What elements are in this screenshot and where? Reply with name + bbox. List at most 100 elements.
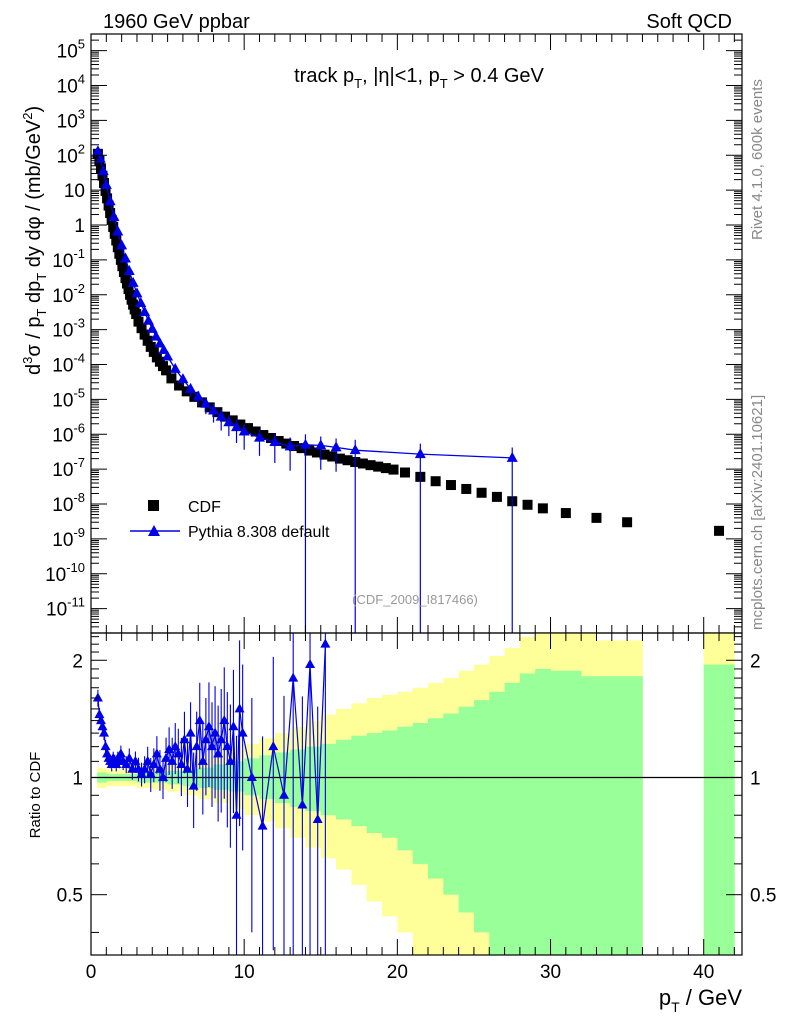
cdf-point bbox=[430, 476, 441, 487]
x-ticks: 0 10 20 30 40 bbox=[86, 34, 735, 983]
cdf-point bbox=[102, 193, 113, 204]
ratio-point bbox=[188, 780, 199, 790]
y-tick-label: 10-4 bbox=[52, 351, 85, 377]
band-inner-bin bbox=[336, 739, 352, 820]
ratio-point bbox=[176, 758, 187, 768]
ratio-point bbox=[219, 715, 230, 725]
pythia-point bbox=[231, 421, 243, 432]
y-tick-label: 10 bbox=[64, 181, 85, 202]
cdf-point bbox=[120, 273, 131, 284]
cdf-point bbox=[131, 309, 142, 320]
ratio-y-label: Ratio to CDF bbox=[27, 752, 44, 839]
ratio-point bbox=[222, 741, 233, 751]
band-inner-bin bbox=[320, 743, 337, 816]
x-axis-label: pT / GeV bbox=[659, 985, 742, 1015]
cdf-point bbox=[111, 235, 122, 246]
mcplots-label: mcplots.cern.ch [arXiv:2401.10621] bbox=[749, 395, 766, 630]
legend: CDF Pythia 8.308 default bbox=[130, 499, 330, 541]
pythia-point bbox=[299, 438, 311, 449]
cdf-point bbox=[117, 261, 128, 272]
ratio-series bbox=[92, 633, 331, 955]
pythia-point bbox=[162, 350, 174, 361]
y-tick-label: 10-1 bbox=[52, 246, 85, 272]
cdf-point bbox=[166, 373, 177, 384]
ratio-point bbox=[151, 748, 162, 758]
ratio-point bbox=[237, 727, 248, 737]
cdf-point bbox=[103, 200, 114, 211]
ratio-point bbox=[213, 748, 224, 758]
cdf-point bbox=[139, 329, 150, 340]
pythia-point bbox=[139, 306, 151, 317]
ratio-point bbox=[305, 659, 316, 669]
x-tick-label: 20 bbox=[387, 962, 408, 983]
pythia-point bbox=[158, 344, 170, 355]
pythia-point bbox=[97, 165, 109, 176]
band-inner-bin bbox=[703, 664, 735, 955]
band-inner-bin bbox=[550, 670, 567, 955]
band-inner-bin bbox=[581, 676, 597, 955]
pythia-point bbox=[349, 444, 361, 455]
ratio-point bbox=[95, 715, 106, 725]
header-left: 1960 GeV ppbar bbox=[103, 11, 250, 33]
pythia-point bbox=[146, 322, 158, 333]
ratio-point bbox=[148, 758, 159, 768]
ratio-plot-frame bbox=[90, 632, 743, 956]
pythia-point bbox=[223, 416, 235, 427]
main-plot: 10-1110-1010-910-810-710-610-510-410-310… bbox=[45, 33, 743, 634]
y-tick-label: 10-2 bbox=[52, 281, 85, 307]
ratio-point bbox=[142, 755, 153, 765]
band-inner-bin bbox=[519, 673, 536, 955]
cdf-point bbox=[591, 512, 602, 523]
legend-data-label: CDF bbox=[188, 499, 221, 516]
ratio-point bbox=[257, 820, 268, 830]
ratio-point bbox=[297, 799, 308, 809]
rivet-label: Rivet 4.1.0, 600k events bbox=[749, 79, 766, 240]
ratio-point bbox=[234, 703, 245, 713]
y-tick-label: 104 bbox=[57, 72, 85, 98]
pythia-point bbox=[506, 451, 518, 462]
y-tick-label: 103 bbox=[57, 106, 85, 132]
x-tick-label: 10 bbox=[234, 962, 255, 983]
ratio-point bbox=[145, 768, 156, 778]
ratio-point bbox=[130, 755, 141, 765]
ratio-point bbox=[99, 727, 110, 737]
band-inner-bin bbox=[627, 676, 643, 955]
legend-mc-marker bbox=[148, 525, 160, 536]
ratio-point bbox=[92, 692, 103, 702]
band-inner-bin bbox=[565, 670, 582, 955]
ratio-point bbox=[97, 721, 108, 731]
ratio-point bbox=[173, 748, 184, 758]
band-inner-bin bbox=[412, 723, 429, 864]
ratio-point bbox=[228, 721, 239, 731]
ratio-y-ticks: 0.5 0.5 1 1 2 2 bbox=[57, 636, 776, 933]
cdf-point bbox=[365, 460, 376, 471]
pythia-series bbox=[92, 145, 518, 633]
ratio-y-tick-label: 2 bbox=[750, 651, 761, 672]
band-inner-bin bbox=[489, 691, 505, 955]
y-tick-label: 1 bbox=[74, 216, 85, 237]
y-tick-label: 105 bbox=[57, 37, 85, 63]
ratio-point bbox=[268, 741, 279, 751]
cdf-point bbox=[334, 453, 345, 464]
legend-mc-label: Pythia 8.308 default bbox=[188, 524, 330, 541]
ratio-point bbox=[182, 763, 193, 773]
ratio-point bbox=[121, 758, 132, 768]
ratio-y-tick-label: 0.5 bbox=[57, 886, 83, 907]
cdf-point bbox=[95, 163, 106, 174]
y-axis-label: d3σ / pT dpT dy dφ / (mb/GeV2) bbox=[20, 106, 49, 375]
band-inner-bin bbox=[504, 682, 521, 955]
ratio-point bbox=[288, 672, 299, 682]
y-tick-label: 10-9 bbox=[52, 525, 85, 551]
main-plot-frame bbox=[90, 33, 743, 634]
pythia-point bbox=[177, 373, 189, 384]
legend-data-marker bbox=[148, 500, 159, 511]
cdf-point bbox=[148, 346, 159, 357]
pythia-point bbox=[135, 297, 147, 308]
pythia-point bbox=[185, 382, 197, 393]
ratio-point bbox=[225, 755, 236, 765]
ratio-point bbox=[210, 727, 221, 737]
cdf-point bbox=[265, 433, 276, 444]
pythia-point bbox=[269, 435, 281, 446]
cdf-point bbox=[304, 445, 315, 456]
